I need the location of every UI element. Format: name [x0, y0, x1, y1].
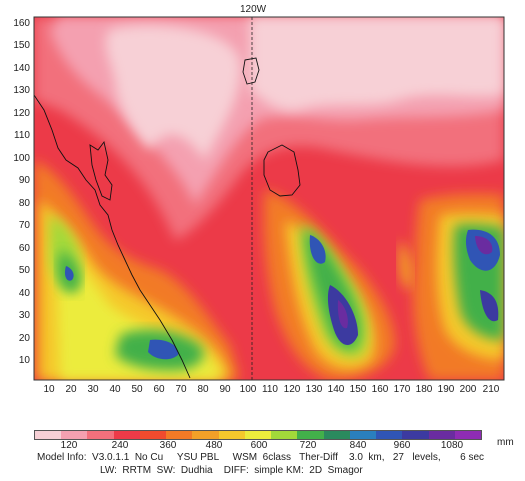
y-tick: 20 [18, 333, 30, 344]
x-tick: 40 [109, 384, 121, 395]
legend-tick-label: 600 [250, 440, 268, 451]
coastline [33, 57, 301, 379]
legend-unit: mm [497, 437, 514, 448]
y-tick: 140 [13, 63, 30, 74]
y-tick: 110 [14, 130, 30, 141]
legend-swatch [139, 431, 167, 439]
x-tick: 180 [415, 384, 433, 395]
legend-swatch [271, 431, 298, 439]
y-tick: 150 [13, 40, 30, 51]
legend-swatch [218, 431, 245, 439]
color-scale-bar [34, 430, 482, 440]
x-tick: 130 [305, 384, 323, 395]
legend-tick-label: 120 [60, 440, 78, 451]
legend-tick-label: 240 [111, 440, 129, 451]
legend-swatch [323, 431, 350, 439]
x-tick: 60 [153, 384, 165, 395]
legend-swatch [454, 431, 481, 439]
y-tick: 130 [13, 85, 30, 96]
legend-swatch [192, 431, 219, 439]
x-tick: 190 [437, 384, 455, 395]
legend-swatch [376, 431, 403, 439]
x-tick: 140 [327, 384, 345, 395]
map-border [33, 16, 505, 381]
x-tick: 170 [393, 384, 411, 395]
legend-tick-label: 360 [159, 440, 177, 451]
x-tick: 110 [262, 384, 278, 395]
x-tick: 10 [43, 384, 55, 395]
y-tick: 50 [18, 265, 30, 276]
legend-swatch [61, 431, 88, 439]
precipitation-field [34, 17, 504, 380]
legend-tick-label: 1080 [440, 440, 464, 451]
x-tick: 80 [197, 384, 209, 395]
legend-tick-label: 720 [299, 440, 317, 451]
x-tick: 150 [349, 384, 367, 395]
x-tick: 90 [219, 384, 231, 395]
legend-swatch [349, 431, 377, 439]
x-tick: 160 [371, 384, 389, 395]
y-tick: 100 [13, 153, 30, 164]
y-tick: 160 [13, 18, 30, 29]
legend-swatch [87, 431, 114, 439]
x-tick: 100 [239, 384, 257, 395]
y-tick: 10 [18, 355, 30, 366]
map-top-label: 120W [240, 4, 267, 15]
x-tick: 210 [482, 384, 500, 395]
legend-tick-label: 960 [393, 440, 411, 451]
y-tick: 80 [18, 198, 30, 209]
y-tick: 70 [18, 220, 30, 231]
y-tick: 40 [18, 288, 30, 299]
legend-tick-label: 480 [205, 440, 223, 451]
y-tick: 60 [18, 243, 30, 254]
legend-swatch [244, 431, 272, 439]
x-tick: 70 [175, 384, 187, 395]
model-info-line-1: Model Info: V3.0.1.1 No Cu YSU PBL WSM 6… [37, 452, 485, 463]
y-tick: 90 [18, 175, 30, 186]
x-tick: 20 [65, 384, 77, 395]
x-tick: 50 [131, 384, 143, 395]
precipitation-map [33, 16, 505, 381]
legend-swatch [297, 431, 324, 439]
legend-tick-label: 840 [349, 440, 367, 451]
legend-swatch [428, 431, 455, 439]
y-tick: 30 [18, 310, 30, 321]
legend-swatch [402, 431, 429, 439]
x-tick: 200 [459, 384, 477, 395]
y-tick: 120 [13, 108, 30, 119]
x-tick: 30 [87, 384, 99, 395]
model-info-line-2: LW: RRTM SW: Dudhia DIFF: simple KM: 2D … [100, 465, 363, 476]
legend-swatch [113, 431, 140, 439]
x-tick: 120 [283, 384, 301, 395]
legend-swatch [35, 431, 62, 439]
legend-swatch [166, 431, 193, 439]
